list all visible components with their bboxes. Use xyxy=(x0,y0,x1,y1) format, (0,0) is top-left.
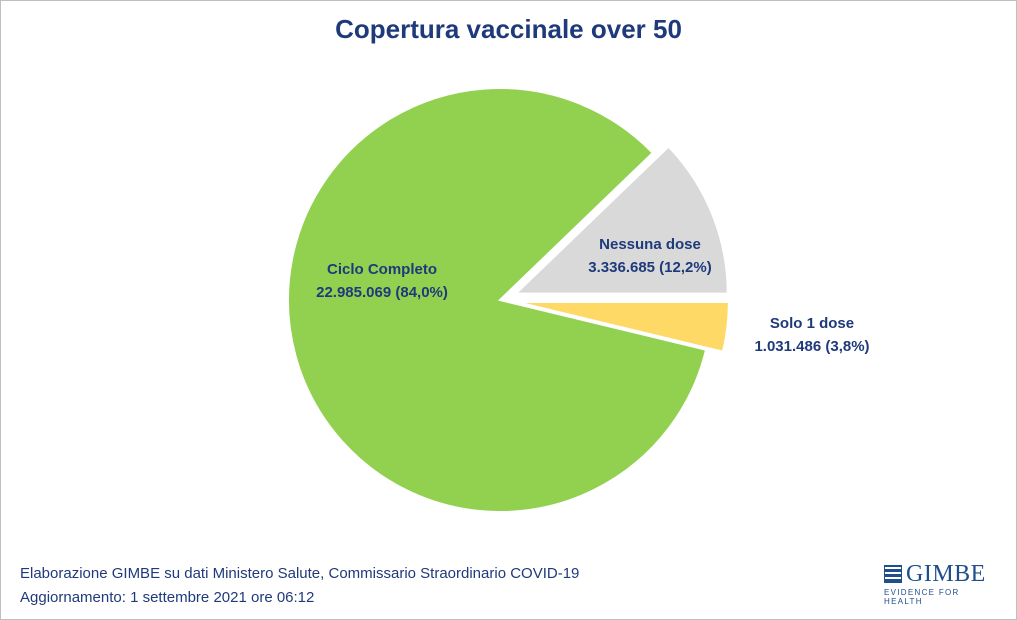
slice-label-name: Solo 1 dose xyxy=(770,315,854,332)
footer-update: Aggiornamento: 1 settembre 2021 ore 06:1… xyxy=(20,589,315,606)
logo-mark-icon xyxy=(884,565,902,583)
slice-label-value: 22.985.069 (84,0%) xyxy=(316,284,448,301)
logo-brand: GIMBE xyxy=(906,561,986,587)
logo-tagline: EVIDENCE FOR HEALTH xyxy=(884,588,960,606)
pie-slice-ciclo-completo xyxy=(287,87,708,513)
footer-source: Elaborazione GIMBE su dati Ministero Sal… xyxy=(20,565,580,582)
gimbe-logo: GIMBE EVIDENCE FOR HEALTH xyxy=(884,562,996,606)
slice-label-value: 1.031.486 (3,8%) xyxy=(754,338,869,355)
slice-label-name: Nessuna dose xyxy=(599,236,701,253)
chart-title: Copertura vaccinale over 50 xyxy=(335,14,682,44)
footer: Elaborazione GIMBE su dati Ministero Sal… xyxy=(20,562,579,610)
pie-slice-solo-1-dose xyxy=(516,301,730,353)
pie-slice-nessuna-dose xyxy=(513,145,729,295)
slice-label-value: 3.336.685 (12,2%) xyxy=(588,259,711,276)
slice-label-name: Ciclo Completo xyxy=(327,261,437,278)
